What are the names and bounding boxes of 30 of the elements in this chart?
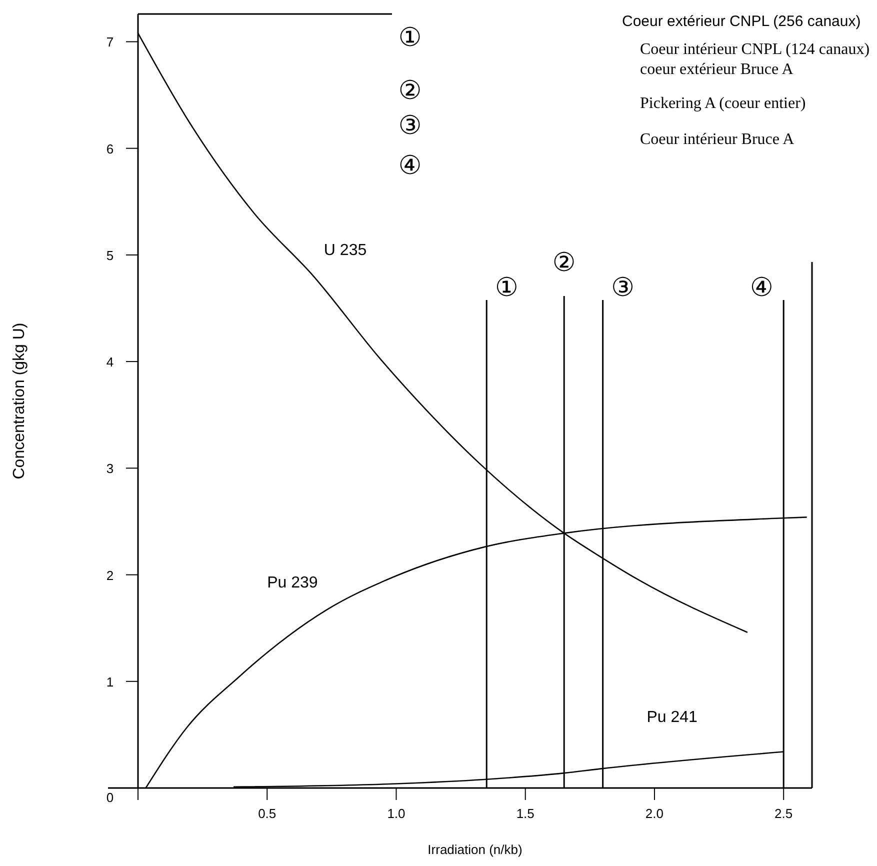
text: ④	[398, 151, 422, 181]
y-tick-label: 6	[106, 141, 114, 156]
annotation: Pickering A (coeur entier)	[640, 95, 806, 112]
text: ②	[398, 76, 422, 106]
annotation: Coeur extérieur CNPL (256 canaux)	[622, 13, 861, 30]
x-tick-label: 0.5	[258, 806, 276, 821]
y-tick-label: 1	[106, 674, 114, 690]
x-tick-label: 2.0	[645, 806, 664, 821]
x-axis-title: Irradiation (n/kb)	[428, 842, 522, 857]
series-label: Pu 239	[267, 574, 318, 592]
y-tick-label: 0	[106, 790, 114, 805]
text: Pu 241	[646, 708, 698, 726]
y-axis-title: Concentration (gkg U)	[11, 322, 28, 480]
x-tick-label: 2.5	[774, 806, 793, 821]
ref-line-label: ②	[552, 248, 576, 278]
x-tick-label: 1.5	[516, 806, 534, 821]
y-tick-label: 3	[106, 461, 114, 476]
y-tick-label: 2	[106, 568, 114, 583]
ref-line-label: ①	[494, 273, 518, 303]
y-tick-label: 5	[106, 248, 114, 263]
y-tick-label: 4	[106, 354, 114, 370]
annotation: Coeur intérieur Bruce A	[640, 131, 795, 148]
y-tick-label: 7	[106, 34, 114, 50]
series-label: U 235	[324, 242, 367, 259]
ref-line-label: ④	[750, 273, 774, 303]
x-tick-label: 1.0	[387, 806, 406, 821]
text: ①	[398, 23, 422, 53]
annotation: Coeur intérieur CNPL (124 canaux) coeur extérieur Bruce A	[640, 41, 870, 78]
ref-line-label: ③	[611, 273, 634, 303]
text: ③	[398, 111, 422, 141]
